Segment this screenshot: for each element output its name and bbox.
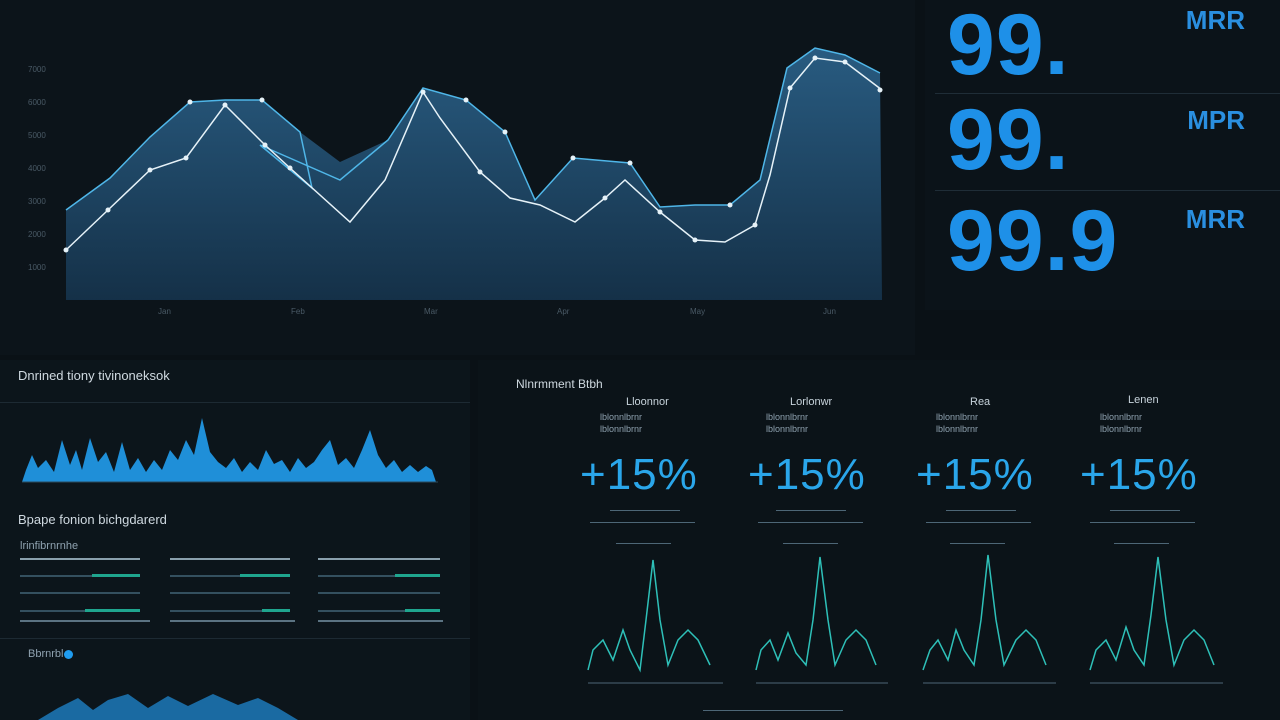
divider	[1110, 510, 1180, 511]
metric-row-3: 99.9 MRR	[925, 192, 1280, 302]
divider	[0, 402, 470, 403]
divider	[1114, 543, 1169, 544]
bar-line	[170, 575, 290, 577]
divider	[783, 543, 838, 544]
bar-fill	[395, 574, 440, 577]
main-area-chart: 7000 6000 5000 4000 3000 2000 1000 Jan Feb Mar Ap…	[28, 47, 883, 316]
y-tick-label: 6000	[28, 98, 46, 107]
metrics-panel: 99. MRR 99. MPR 99.9 MRR	[925, 0, 1280, 310]
divider	[616, 543, 671, 544]
y-tick-label: 5000	[28, 131, 46, 140]
metric-value: 99.	[947, 0, 1070, 93]
area-fill	[66, 48, 882, 300]
divider	[1090, 522, 1195, 523]
kpi-sub: lblonnlbrnr	[1100, 424, 1143, 434]
bar-line	[318, 610, 440, 612]
x-tick-label: Mar	[424, 307, 438, 316]
footer-label: Bbrnrbl	[28, 648, 64, 660]
bar-line	[170, 592, 290, 594]
spike-line	[755, 556, 877, 671]
bar-line	[318, 575, 440, 577]
left-bottom-panel: Dnrined tiony tivinoneksok Bpape fonion …	[0, 360, 470, 720]
divider	[946, 510, 1016, 511]
x-axis: Jan Feb Mar Apr May Jun	[158, 307, 836, 316]
bar-line	[170, 558, 290, 560]
divider	[935, 190, 1280, 191]
status-dot[interactable]	[64, 650, 73, 659]
bar-line	[318, 592, 440, 594]
spike-line	[1089, 556, 1215, 671]
kpi-sub: lblonnlbrnr	[936, 412, 979, 422]
kpi-label: Lenen	[1128, 394, 1159, 406]
kpi-sub: lblonnlbrnr	[766, 412, 809, 422]
metric-unit: MRR	[1185, 204, 1245, 234]
section-title: Dnrined tiony tivinoneksok	[18, 368, 170, 383]
bar-line	[170, 620, 295, 622]
bar-fill	[85, 609, 140, 612]
bar-fill	[262, 609, 290, 612]
bar-line	[20, 610, 140, 612]
bar-line	[20, 592, 140, 594]
bar-line	[20, 558, 140, 560]
kpi-value: +15%	[580, 450, 698, 499]
bar-line	[318, 620, 443, 622]
y-tick-label: 1000	[28, 263, 46, 272]
wave-bar-chart	[22, 418, 438, 483]
x-tick-label: Jan	[158, 307, 171, 316]
main-chart-panel: 7000 6000 5000 4000 3000 2000 1000 Jan Feb Mar Ap…	[0, 0, 915, 355]
bar-line	[20, 620, 150, 622]
bar-fill	[240, 574, 290, 577]
divider	[758, 522, 863, 523]
kpi-sub: lblonnlbrnr	[766, 424, 809, 434]
kpi-label: Rea	[970, 396, 991, 408]
divider	[776, 510, 846, 511]
kpi-sub: lblonnlbrnr	[600, 412, 643, 422]
divider	[610, 510, 680, 511]
x-tick-label: Jun	[823, 307, 836, 316]
spike-line	[922, 554, 1047, 671]
kpi-value: +15%	[916, 450, 1034, 499]
y-tick-label: 4000	[28, 164, 46, 173]
kpi-value: +15%	[1080, 450, 1198, 499]
kpi-label: Lloonnor	[626, 396, 669, 408]
y-tick-label: 2000	[28, 230, 46, 239]
x-tick-label: May	[690, 307, 705, 316]
kpi-sub: lblonnlbrnr	[1100, 412, 1143, 422]
divider	[703, 710, 843, 711]
y-axis: 7000 6000 5000 4000 3000 2000 1000	[28, 65, 46, 272]
divider	[926, 522, 1031, 523]
kpi-sub: lblonnlbrnr	[936, 424, 979, 434]
series-line-2	[65, 57, 883, 251]
metric-unit: MPR	[1187, 105, 1245, 135]
y-tick-label: 3000	[28, 197, 46, 206]
bar-line	[170, 610, 290, 612]
section-title: Bpape fonion bichgdarerd	[18, 512, 167, 527]
metric-value: 99.	[947, 92, 1070, 188]
divider	[950, 543, 1005, 544]
kpi-value: +15%	[748, 450, 866, 499]
series-points	[63, 55, 883, 253]
metric-value: 99.9	[947, 193, 1119, 289]
y-tick-label: 7000	[28, 65, 46, 74]
right-bottom-panel: Nlnrmment Btbh Lloonnor lblonnlbrnr lblo…	[478, 360, 1280, 720]
spike-line	[587, 559, 711, 673]
x-tick-label: Feb	[291, 307, 305, 316]
metric-row-2: 99. MPR	[925, 95, 1280, 190]
bar-line	[318, 558, 440, 560]
x-tick-label: Apr	[557, 307, 570, 316]
bar-fill	[405, 609, 440, 612]
sub-label: lrinfibrnrnhe	[20, 540, 79, 552]
bar-fill	[92, 574, 140, 577]
kpi-sub: lblonnlbrnr	[600, 424, 643, 434]
divider	[0, 638, 470, 639]
divider	[590, 522, 695, 523]
wave-area-chart	[38, 694, 298, 720]
spike-charts	[587, 554, 1223, 684]
metric-unit: MRR	[1185, 5, 1245, 35]
kpi-label: Lorlonwr	[790, 396, 833, 408]
divider	[935, 93, 1280, 94]
metric-row-1: 99. MRR	[925, 0, 1280, 95]
bar-line	[20, 575, 140, 577]
section-title: Nlnrmment Btbh	[516, 377, 603, 391]
